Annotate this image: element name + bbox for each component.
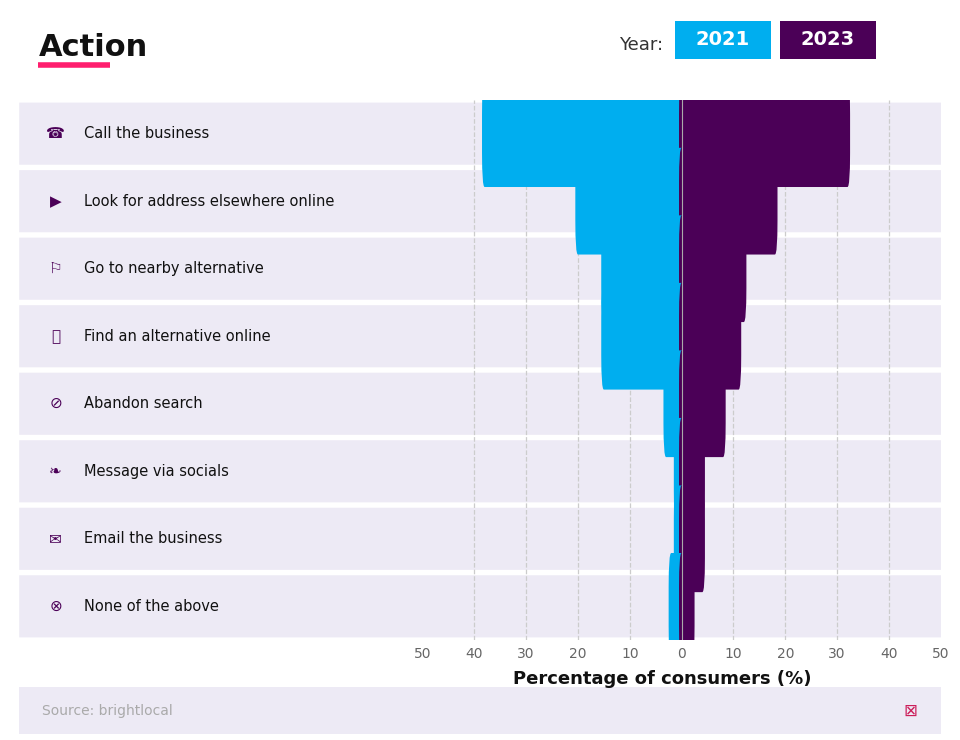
Text: Action: Action <box>38 33 148 62</box>
FancyBboxPatch shape <box>482 81 684 187</box>
FancyBboxPatch shape <box>420 440 944 502</box>
FancyBboxPatch shape <box>420 508 944 570</box>
FancyBboxPatch shape <box>663 16 782 64</box>
FancyBboxPatch shape <box>19 238 422 300</box>
Text: Percentage of consumers (%): Percentage of consumers (%) <box>514 670 811 687</box>
Text: Abandon search: Abandon search <box>84 396 203 411</box>
FancyBboxPatch shape <box>420 373 944 435</box>
Text: Message via socials: Message via socials <box>84 464 228 479</box>
Text: Source: brightlocal: Source: brightlocal <box>42 704 173 718</box>
FancyBboxPatch shape <box>19 575 422 637</box>
FancyBboxPatch shape <box>679 485 705 592</box>
Text: ✉: ✉ <box>49 531 61 546</box>
FancyBboxPatch shape <box>19 305 422 367</box>
FancyBboxPatch shape <box>420 238 944 300</box>
FancyBboxPatch shape <box>19 508 422 570</box>
Text: Call the business: Call the business <box>84 126 209 141</box>
FancyBboxPatch shape <box>19 440 422 502</box>
FancyBboxPatch shape <box>663 351 684 457</box>
FancyBboxPatch shape <box>575 148 684 255</box>
Text: ⎕: ⎕ <box>51 329 60 344</box>
FancyBboxPatch shape <box>420 103 944 165</box>
FancyBboxPatch shape <box>674 418 684 525</box>
Text: ⊗: ⊗ <box>49 599 61 614</box>
FancyBboxPatch shape <box>601 215 684 322</box>
Text: ▶: ▶ <box>50 194 61 209</box>
FancyBboxPatch shape <box>768 16 887 64</box>
Text: Email the business: Email the business <box>84 531 222 546</box>
FancyBboxPatch shape <box>19 103 422 165</box>
FancyBboxPatch shape <box>679 215 746 322</box>
FancyBboxPatch shape <box>674 485 684 592</box>
FancyBboxPatch shape <box>19 373 422 435</box>
FancyBboxPatch shape <box>19 170 422 232</box>
FancyBboxPatch shape <box>668 553 684 659</box>
FancyBboxPatch shape <box>0 685 960 736</box>
Text: ⚐: ⚐ <box>49 261 62 276</box>
Text: None of the above: None of the above <box>84 599 219 614</box>
FancyBboxPatch shape <box>679 553 694 659</box>
FancyBboxPatch shape <box>679 283 741 389</box>
FancyBboxPatch shape <box>679 351 726 457</box>
Text: Find an alternative online: Find an alternative online <box>84 329 271 344</box>
FancyBboxPatch shape <box>420 170 944 232</box>
Text: ⊘: ⊘ <box>49 396 61 411</box>
Text: ⊠: ⊠ <box>904 702 918 720</box>
FancyBboxPatch shape <box>679 81 851 187</box>
FancyBboxPatch shape <box>679 418 705 525</box>
FancyBboxPatch shape <box>679 148 778 255</box>
Text: ☎: ☎ <box>46 126 65 141</box>
Text: 2023: 2023 <box>801 30 854 50</box>
Text: Look for address elsewhere online: Look for address elsewhere online <box>84 194 334 209</box>
Text: Year:: Year: <box>619 36 663 54</box>
Text: 2021: 2021 <box>696 30 750 50</box>
Text: ❧: ❧ <box>49 464 61 479</box>
FancyBboxPatch shape <box>420 305 944 367</box>
FancyBboxPatch shape <box>420 575 944 637</box>
Text: Go to nearby alternative: Go to nearby alternative <box>84 261 263 276</box>
FancyBboxPatch shape <box>601 283 684 389</box>
